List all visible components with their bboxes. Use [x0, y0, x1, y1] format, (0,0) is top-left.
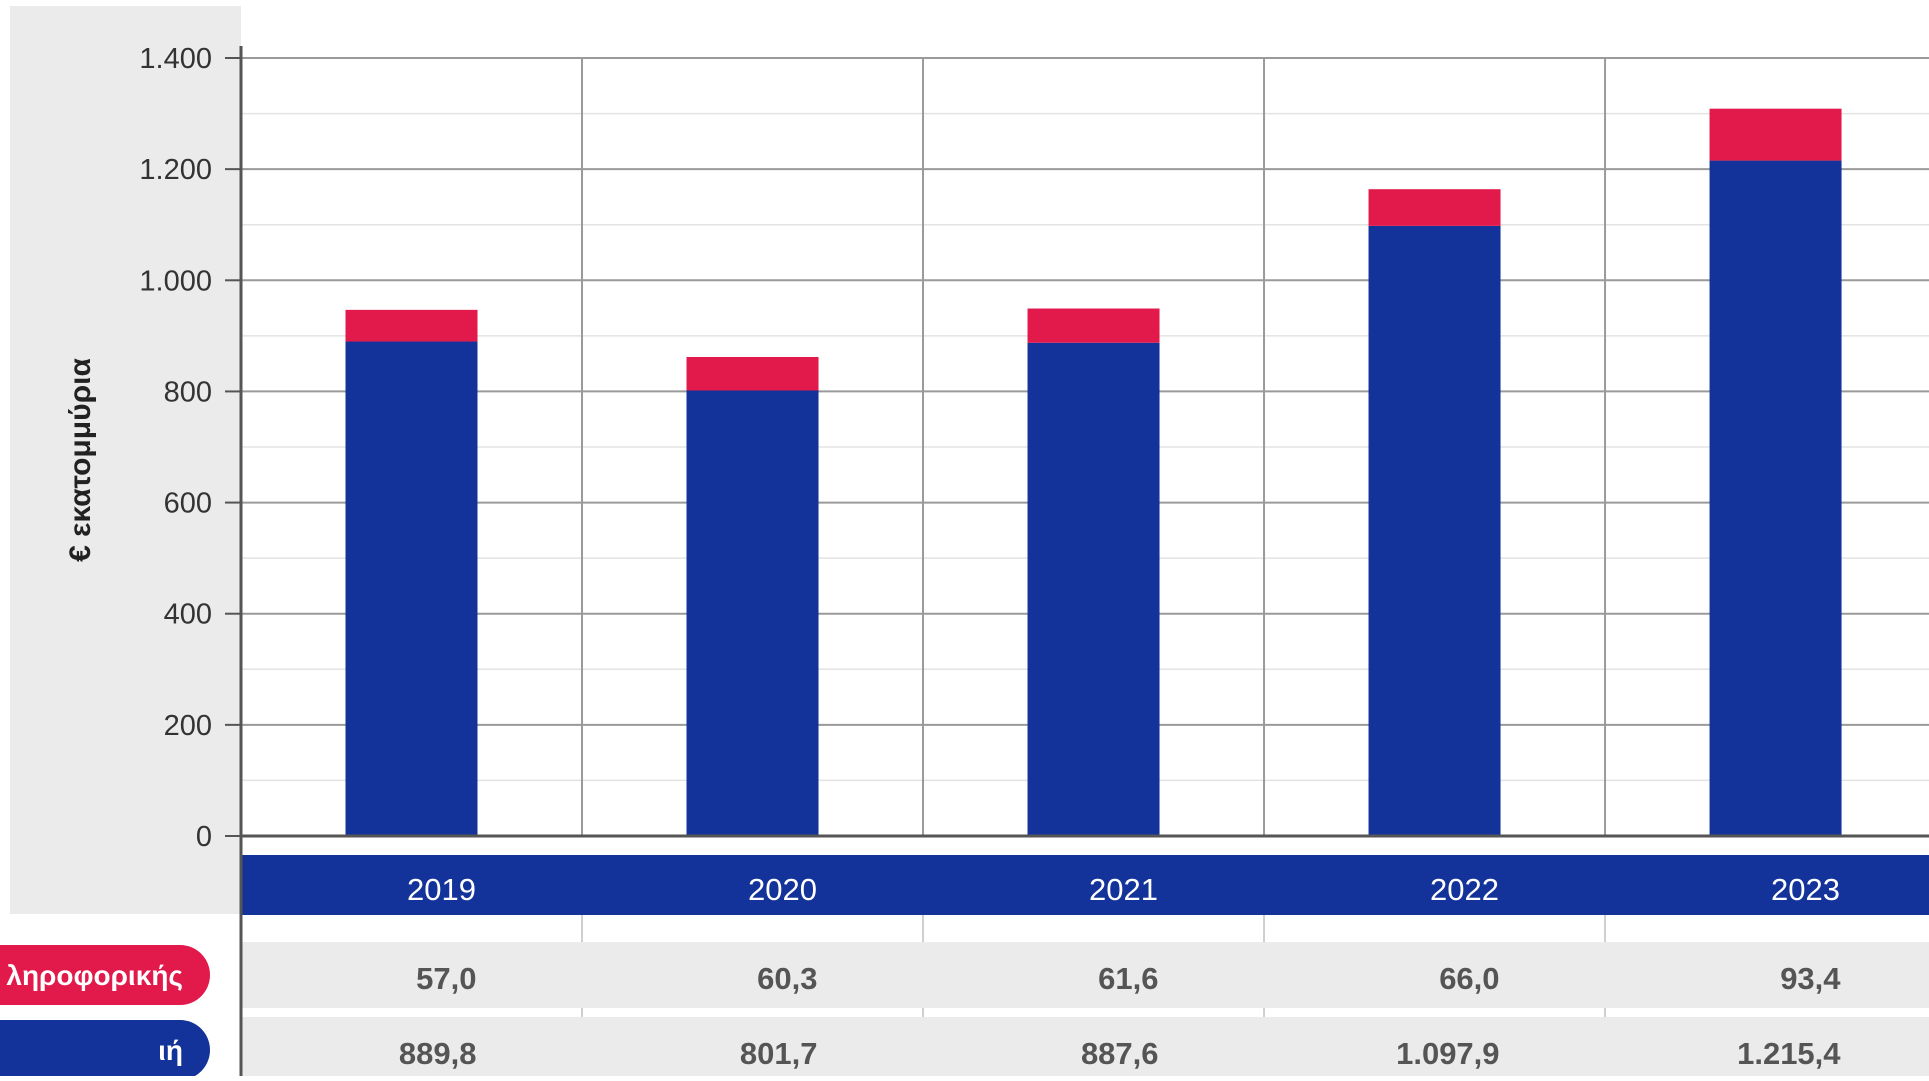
y-tick-label: 200 — [164, 710, 212, 742]
category-band — [241, 855, 1929, 915]
bar-2020-series-0 — [686, 390, 819, 836]
table-cell-value: 1.215,4 — [1737, 1036, 1841, 1071]
x-tick-label: 2019 — [407, 872, 476, 907]
y-tick-label: 1.000 — [139, 265, 212, 297]
x-axis-labels: 2019 2020 2021 2022 2023 — [407, 872, 1840, 907]
x-tick-label: 2022 — [1430, 872, 1499, 907]
table-cell-value: 93,4 — [1780, 961, 1841, 996]
y-tick-label: 0 — [196, 821, 212, 853]
legend-label: ιή — [158, 1035, 183, 1066]
table-cell-value: 1.097,9 — [1396, 1036, 1499, 1071]
table-cell-value: 57,0 — [416, 961, 476, 996]
y-tick-label: 800 — [164, 376, 212, 408]
table-cell-value: 61,6 — [1098, 961, 1158, 996]
bar-2022-series-0 — [1368, 225, 1501, 836]
bar-2019-series-1 — [345, 309, 478, 342]
bar-2019-series-0 — [345, 341, 478, 836]
bar-2022-series-1 — [1368, 189, 1501, 226]
x-tick-label: 2023 — [1771, 872, 1840, 907]
legend-pill — [0, 1020, 210, 1080]
x-tick-label: 2021 — [1089, 872, 1158, 907]
bars — [345, 108, 1842, 837]
y-axis-panel — [10, 6, 241, 914]
y-tick-label: 600 — [164, 488, 212, 520]
bar-2023-series-0 — [1709, 160, 1842, 837]
bar-2023-series-1 — [1709, 108, 1842, 161]
legend-pill — [0, 945, 210, 1005]
y-axis-label: € εκατομμύρια — [64, 358, 97, 562]
bar-2020-series-1 — [686, 356, 819, 391]
table-cell-value: 887,6 — [1081, 1036, 1159, 1071]
table-cell-value: 801,7 — [740, 1036, 818, 1071]
y-tick-label: 1.200 — [139, 154, 212, 186]
table-row-background — [241, 942, 1929, 1008]
table-cell-value: 66,0 — [1439, 961, 1499, 996]
bar-2021-series-1 — [1027, 308, 1160, 343]
data-table: ληροφορικής 57,0 60,3 61,6 66,0 93,4 ιή 889,8 80… — [0, 942, 1929, 1080]
bar-2021-series-0 — [1027, 342, 1160, 836]
table-cell-value: 889,8 — [399, 1036, 477, 1071]
y-tick-label: 400 — [164, 599, 212, 631]
x-tick-label: 2020 — [748, 872, 817, 907]
table-row-background — [241, 1017, 1929, 1076]
table-cell-value: 60,3 — [757, 961, 817, 996]
y-tick-label: 1.400 — [139, 43, 212, 75]
legend-label: ληροφορικής — [6, 960, 183, 991]
y-axis-ticks: 0 200 400 600 800 1.000 1.200 1.400 — [139, 43, 241, 853]
